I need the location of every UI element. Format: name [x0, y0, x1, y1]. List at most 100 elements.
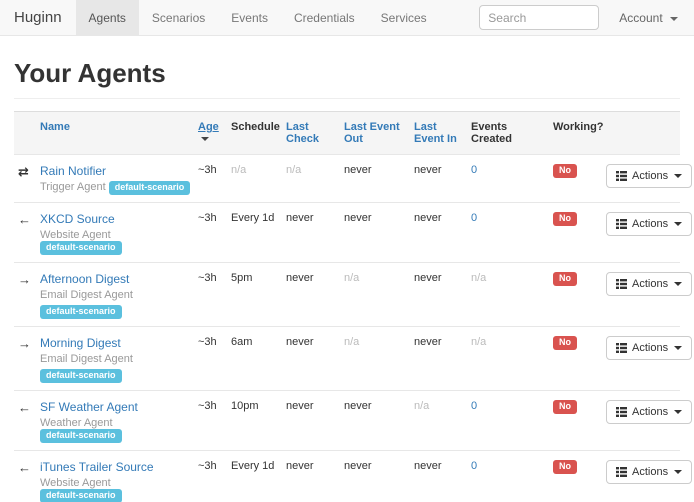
table-row: ← iTunes Trailer Source Website Agent de… — [14, 450, 693, 502]
agent-link[interactable]: XKCD Source — [40, 212, 115, 226]
scenario-badge[interactable]: default-scenario — [40, 305, 122, 319]
schedule-cell: 5pm — [231, 262, 286, 327]
nav-item-agents[interactable]: Agents — [75, 0, 139, 35]
list-icon — [616, 343, 627, 353]
account-dropdown[interactable]: Account — [615, 0, 694, 35]
agent-link[interactable]: Morning Digest — [40, 336, 121, 350]
nav-item-services[interactable]: Services — [380, 11, 427, 25]
actions-button[interactable]: Actions — [606, 212, 693, 236]
nav-item-credentials[interactable]: Credentials — [293, 11, 355, 25]
chevron-down-icon — [674, 410, 683, 414]
events-created-link[interactable]: 0 — [471, 400, 478, 412]
actions-button[interactable]: Actions — [606, 400, 693, 424]
schedule-cell: Every 1d — [231, 202, 286, 263]
agent-type: Trigger Agent — [40, 181, 106, 193]
scenario-badge[interactable]: default-scenario — [40, 369, 122, 383]
chevron-down-icon — [674, 174, 683, 178]
schedule-cell: 6am — [231, 326, 286, 391]
working-badge: No — [553, 164, 577, 178]
arrow-left-icon: ← — [18, 400, 31, 415]
working-badge: No — [553, 400, 577, 414]
scenario-badge[interactable]: default-scenario — [108, 181, 191, 195]
age-cell: ~3h — [198, 202, 231, 263]
account-label: Account — [619, 11, 663, 25]
schedule-cell: 10pm — [231, 390, 286, 451]
actions-label: Actions — [632, 406, 669, 418]
last-event-in-cell: n/a — [414, 390, 471, 451]
working-badge: No — [553, 212, 577, 226]
sort-by-last-check[interactable]: Last Check — [286, 121, 320, 145]
brand-huginn[interactable]: Huginn — [14, 9, 62, 26]
last-check-cell: n/a — [286, 154, 344, 203]
working-badge: No — [553, 336, 577, 350]
search-input[interactable] — [479, 5, 600, 30]
actions-label: Actions — [632, 342, 669, 354]
navbar-spacer — [440, 0, 480, 35]
chevron-down-icon — [674, 282, 683, 286]
events-created-link[interactable]: 0 — [471, 212, 478, 224]
arrow-right-icon: → — [18, 336, 31, 351]
actions-column-header — [606, 112, 680, 155]
agent-type: Website Agent — [40, 229, 111, 241]
schedule-cell: Every 1d — [231, 450, 286, 502]
last-event-in-cell: never — [414, 202, 471, 263]
events-created-link[interactable]: 0 — [471, 164, 478, 176]
last-event-out-cell: never — [344, 202, 414, 263]
agent-link[interactable]: SF Weather Agent — [40, 400, 138, 414]
age-cell: ~3h — [198, 450, 231, 502]
table-row: → Morning Digest Email Digest Agent defa… — [14, 326, 693, 391]
agent-type: Email Digest Agent — [40, 289, 133, 301]
list-icon — [616, 171, 627, 181]
actions-label: Actions — [632, 466, 669, 478]
exchange-icon: ⇄ — [18, 164, 29, 179]
arrow-left-icon: ← — [18, 460, 31, 475]
agent-link[interactable]: Afternoon Digest — [40, 272, 130, 286]
last-check-cell: never — [286, 262, 344, 327]
header-working: Working? — [553, 121, 604, 133]
agent-type: Weather Agent — [40, 417, 113, 429]
last-event-out-cell: never — [344, 390, 414, 451]
list-icon — [616, 407, 627, 417]
last-check-cell: never — [286, 450, 344, 502]
actions-button[interactable]: Actions — [606, 164, 693, 188]
age-cell: ~3h — [198, 326, 231, 391]
agent-link[interactable]: Rain Notifier — [40, 164, 107, 178]
chevron-down-icon — [670, 16, 678, 21]
sort-by-last-event-in[interactable]: Last Event In — [414, 121, 457, 145]
age-cell: ~3h — [198, 154, 231, 203]
table-row: → Afternoon Digest Email Digest Agent de… — [14, 262, 693, 327]
scenario-badge[interactable]: default-scenario — [40, 241, 122, 255]
last-event-out-cell: never — [344, 450, 414, 502]
scenario-badge[interactable]: default-scenario — [40, 429, 122, 443]
nav-item-events[interactable]: Events — [231, 11, 268, 25]
last-event-out-cell: never — [344, 154, 414, 203]
last-event-in-cell: never — [414, 262, 471, 327]
sort-by-age[interactable]: Age — [198, 121, 219, 133]
actions-label: Actions — [632, 170, 669, 182]
last-event-out-cell: n/a — [344, 262, 414, 327]
last-check-cell: never — [286, 202, 344, 263]
sort-by-last-event-out[interactable]: Last Event Out — [344, 121, 400, 145]
events-created-cell: n/a — [471, 326, 553, 391]
working-badge: No — [553, 460, 577, 474]
chevron-down-icon — [674, 346, 683, 350]
page-title: Your Agents — [14, 58, 166, 88]
sort-by-name[interactable]: Name — [40, 121, 70, 133]
scenario-badge[interactable]: default-scenario — [40, 489, 122, 502]
events-created-link[interactable]: 0 — [471, 460, 478, 472]
actions-button[interactable]: Actions — [606, 336, 693, 360]
working-badge: No — [553, 272, 577, 286]
actions-button[interactable]: Actions — [606, 460, 693, 484]
list-icon — [616, 279, 627, 289]
last-event-in-cell: never — [414, 326, 471, 391]
actions-button[interactable]: Actions — [606, 272, 693, 296]
agent-link[interactable]: iTunes Trailer Source — [40, 460, 154, 474]
actions-label: Actions — [632, 278, 669, 290]
events-created-cell: n/a — [471, 262, 553, 327]
nav-item-scenarios[interactable]: Scenarios — [151, 11, 206, 25]
agent-type: Email Digest Agent — [40, 353, 133, 365]
table-row: ← XKCD Source Website Agent default-scen… — [14, 202, 693, 263]
list-icon — [616, 467, 627, 477]
chevron-down-icon — [674, 222, 683, 226]
last-event-out-cell: n/a — [344, 326, 414, 391]
